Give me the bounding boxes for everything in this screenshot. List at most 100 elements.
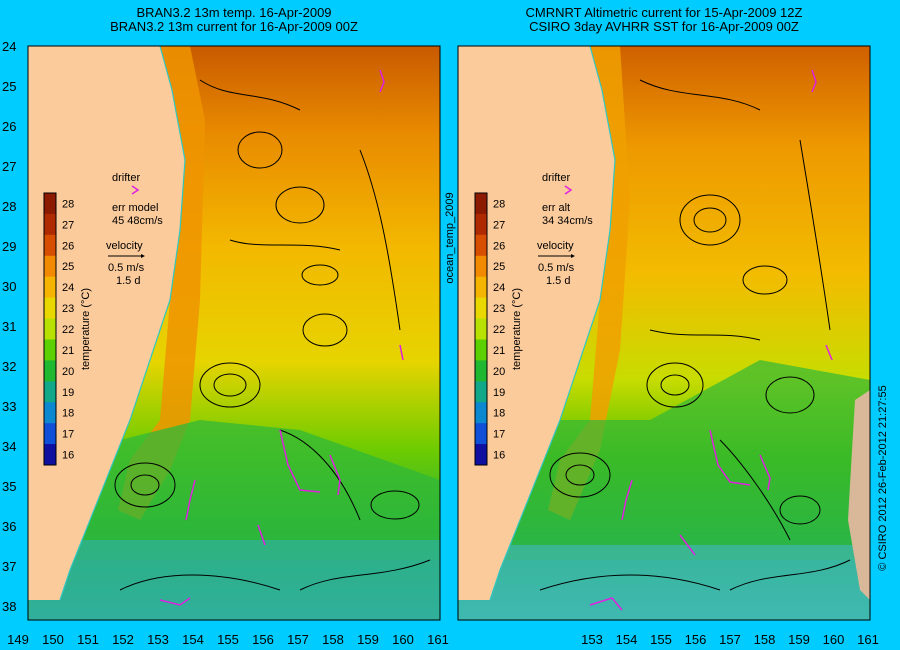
right-velocity-scale: 0.5 m/s <box>538 262 575 274</box>
latitude-tick-label: 34 <box>2 439 16 454</box>
right-land-australia <box>458 46 615 600</box>
left-drifter-label: drifter <box>112 172 140 184</box>
left-colorbar-tick-label: 26 <box>62 240 74 252</box>
right-coastline <box>489 45 616 601</box>
latitude-tick-label: 30 <box>2 279 16 294</box>
right-colorbar-swatch <box>475 234 487 257</box>
right-colorbar-tick-label: 17 <box>493 429 505 441</box>
right-longitude-tick-label: 159 <box>788 632 810 647</box>
left-colorbar: 28 27 26 25 24 23 22 21 20 19 18 17 16 temperature (°… <box>43 192 92 466</box>
left-title-line1: BRAN3.2 13m temp. 16-Apr-2009 <box>136 5 332 20</box>
latitude-tick-label: 27 <box>2 159 16 174</box>
left-longitude-tick-label: 152 <box>112 632 134 647</box>
left-err-value: 45 48cm/s <box>112 215 163 227</box>
left-colorbar-swatch <box>44 234 56 257</box>
left-longitude-tick-label: 153 <box>147 632 169 647</box>
left-longitude-tick-label: 159 <box>357 632 379 647</box>
left-colorbar-frame <box>43 192 57 466</box>
left-longitude-tick-label: 155 <box>217 632 239 647</box>
left-velocity-time: 1.5 d <box>116 275 140 287</box>
right-longitude-tick-label: 161 <box>857 632 879 647</box>
left-drifter-tracks <box>159 69 404 606</box>
latitude-tick-label: 28 <box>2 199 16 214</box>
left-streamlines <box>114 79 431 591</box>
right-colorbar-tick-label: 20 <box>493 366 505 378</box>
latitude-tick-label: 31 <box>2 319 16 334</box>
left-colorbar-swatch <box>44 255 56 278</box>
left-latitude-ticks: 24 25 26 27 28 29 30 31 32 33 34 35 36 37 38 <box>2 39 16 614</box>
left-colorbar-swatch <box>44 213 56 236</box>
left-colorbar-swatch <box>44 381 56 403</box>
left-colorbar-swatch <box>44 423 56 445</box>
right-legend: drifter err alt 34 34cm/s velocity 0.5 m… <box>537 172 593 287</box>
left-longitude-ticks: 149 150 151 152 153 154 155 156 157 158 159 160 161 <box>7 632 449 647</box>
right-colorbar-tick-label: 23 <box>493 303 505 315</box>
latitude-tick-label: 26 <box>2 119 16 134</box>
left-longitude-tick-label: 151 <box>77 632 99 647</box>
right-longitude-tick-label: 154 <box>616 632 638 647</box>
right-colorbar-swatch <box>475 318 487 340</box>
right-colorbar-swatch <box>475 213 487 236</box>
right-colorbar-tick-label: 24 <box>493 282 505 294</box>
left-title-line2: BRAN3.2 13m current for 16-Apr-2009 00Z <box>110 19 358 34</box>
right-colorbar-tick-label: 16 <box>493 450 505 462</box>
right-colorbar-axis-label: temperature (°C) <box>511 288 523 370</box>
right-longitude-tick-label: 155 <box>650 632 672 647</box>
right-title-line1: CMRNRT Altimetric current for 15-Apr-200… <box>525 5 803 20</box>
credit-label: © CSIRO 2012 26-Feb-2012 21:27:55 <box>877 385 889 570</box>
left-longitude-tick-label: 158 <box>322 632 344 647</box>
right-colorbar-tick-label: 25 <box>493 261 505 273</box>
left-colorbar-tick-label: 23 <box>62 303 74 315</box>
left-colorbar-tick-label: 18 <box>62 408 74 420</box>
latitude-tick-label: 37 <box>2 559 16 574</box>
left-velocity-scale: 0.5 m/s <box>108 262 145 274</box>
right-colorbar-tick-label: 27 <box>493 219 505 231</box>
left-colorbar-swatch <box>44 318 56 340</box>
latitude-tick-label: 29 <box>2 239 16 254</box>
right-colorbar-swatch <box>475 360 487 382</box>
right-colorbar-tick-label: 28 <box>493 198 505 210</box>
right-longitude-tick-label: 153 <box>581 632 603 647</box>
left-map-frame <box>27 45 441 621</box>
right-map-panel <box>457 45 871 621</box>
left-coastline <box>59 45 186 601</box>
left-colorbar-tick-label: 28 <box>62 198 74 210</box>
right-err-value: 34 34cm/s <box>542 215 593 227</box>
right-colorbar-swatch <box>475 339 487 361</box>
left-colorbar-swatch <box>44 360 56 382</box>
left-longitude-tick-label: 156 <box>252 632 274 647</box>
right-colorbar-swatch <box>475 276 487 299</box>
latitude-tick-label: 38 <box>2 599 16 614</box>
left-colorbar-tick-label: 21 <box>62 345 74 357</box>
left-land-australia <box>28 46 185 600</box>
left-title: BRAN3.2 13m temp. 16-Apr-2009 BRAN3.2 13… <box>28 6 440 34</box>
left-longitude-tick-label: 149 <box>7 632 29 647</box>
left-map-panel <box>27 45 441 621</box>
left-velocity-label: velocity <box>106 240 143 252</box>
left-longitude-tick-label: 160 <box>392 632 414 647</box>
left-cold-region <box>28 540 440 620</box>
right-colorbar-swatch <box>475 444 487 466</box>
left-colorbar-swatch <box>44 339 56 361</box>
right-land-east <box>848 390 870 600</box>
left-colorbar-tick-label: 27 <box>62 219 74 231</box>
left-longitude-tick-label: 157 <box>287 632 309 647</box>
right-longitude-tick-label: 157 <box>719 632 741 647</box>
left-colorbar-tick-label: 16 <box>62 450 74 462</box>
right-colorbar-swatch <box>475 255 487 278</box>
right-drifter-marker-icon <box>564 185 573 195</box>
left-colorbar-swatch <box>44 276 56 299</box>
latitude-tick-label: 33 <box>2 399 16 414</box>
left-colorbar-tick-label: 22 <box>62 324 74 336</box>
right-colorbar-swatch <box>475 381 487 403</box>
latitude-tick-label: 24 <box>2 39 16 54</box>
right-colorbar-frame <box>474 192 488 466</box>
left-colorbar-axis-label: temperature (°C) <box>80 288 92 370</box>
latitude-tick-label: 32 <box>2 359 16 374</box>
right-err-label: err alt <box>542 202 570 214</box>
right-longitude-tick-label: 158 <box>754 632 776 647</box>
latitude-tick-label: 36 <box>2 519 16 534</box>
right-colorbar-tick-label: 19 <box>493 387 505 399</box>
right-colorbar-tick-label: 22 <box>493 324 505 336</box>
